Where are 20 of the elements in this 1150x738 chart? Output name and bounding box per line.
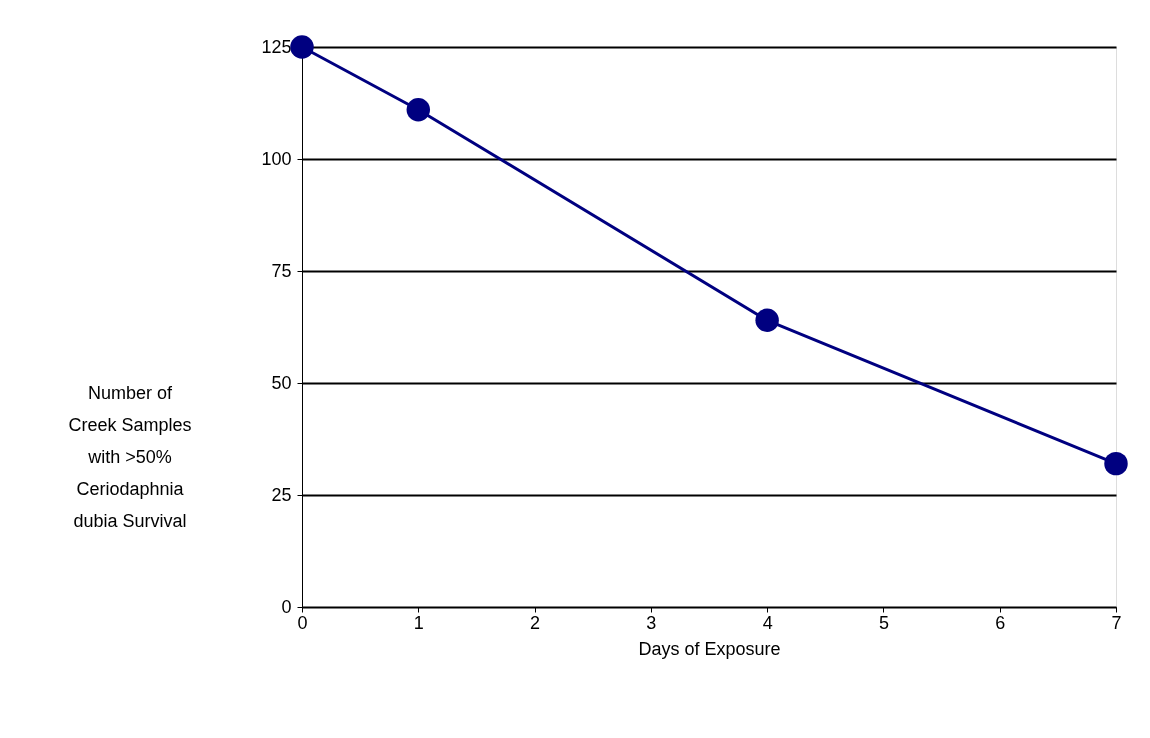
y-axis-title: Number of Creek Samples with >50% Ceriodaphnia dubia Survival	[68, 383, 192, 532]
point	[290, 35, 314, 59]
x-tick-label: 5	[878, 612, 889, 633]
x-axis-title: Days of Exposure	[638, 638, 781, 659]
point	[1104, 451, 1128, 476]
x-tick-label: 6	[995, 612, 1006, 633]
y-tick-label: 50	[271, 372, 292, 393]
x-tick-label: 0	[297, 612, 308, 633]
x-tick-label: 1	[413, 612, 424, 633]
y-tick-label: 125	[261, 36, 292, 57]
y-tick-label: 100	[261, 148, 292, 169]
y-tick-label: 0	[281, 596, 292, 617]
x-tick-label: 7	[1111, 612, 1122, 633]
point	[406, 98, 431, 122]
x-tick-label: 3	[646, 612, 657, 633]
y-tick-label: 75	[271, 260, 292, 281]
x-tick-label: 2	[530, 612, 541, 633]
point	[755, 308, 779, 332]
y-tick-label: 25	[271, 484, 292, 505]
x-tick-label: 4	[762, 612, 773, 633]
